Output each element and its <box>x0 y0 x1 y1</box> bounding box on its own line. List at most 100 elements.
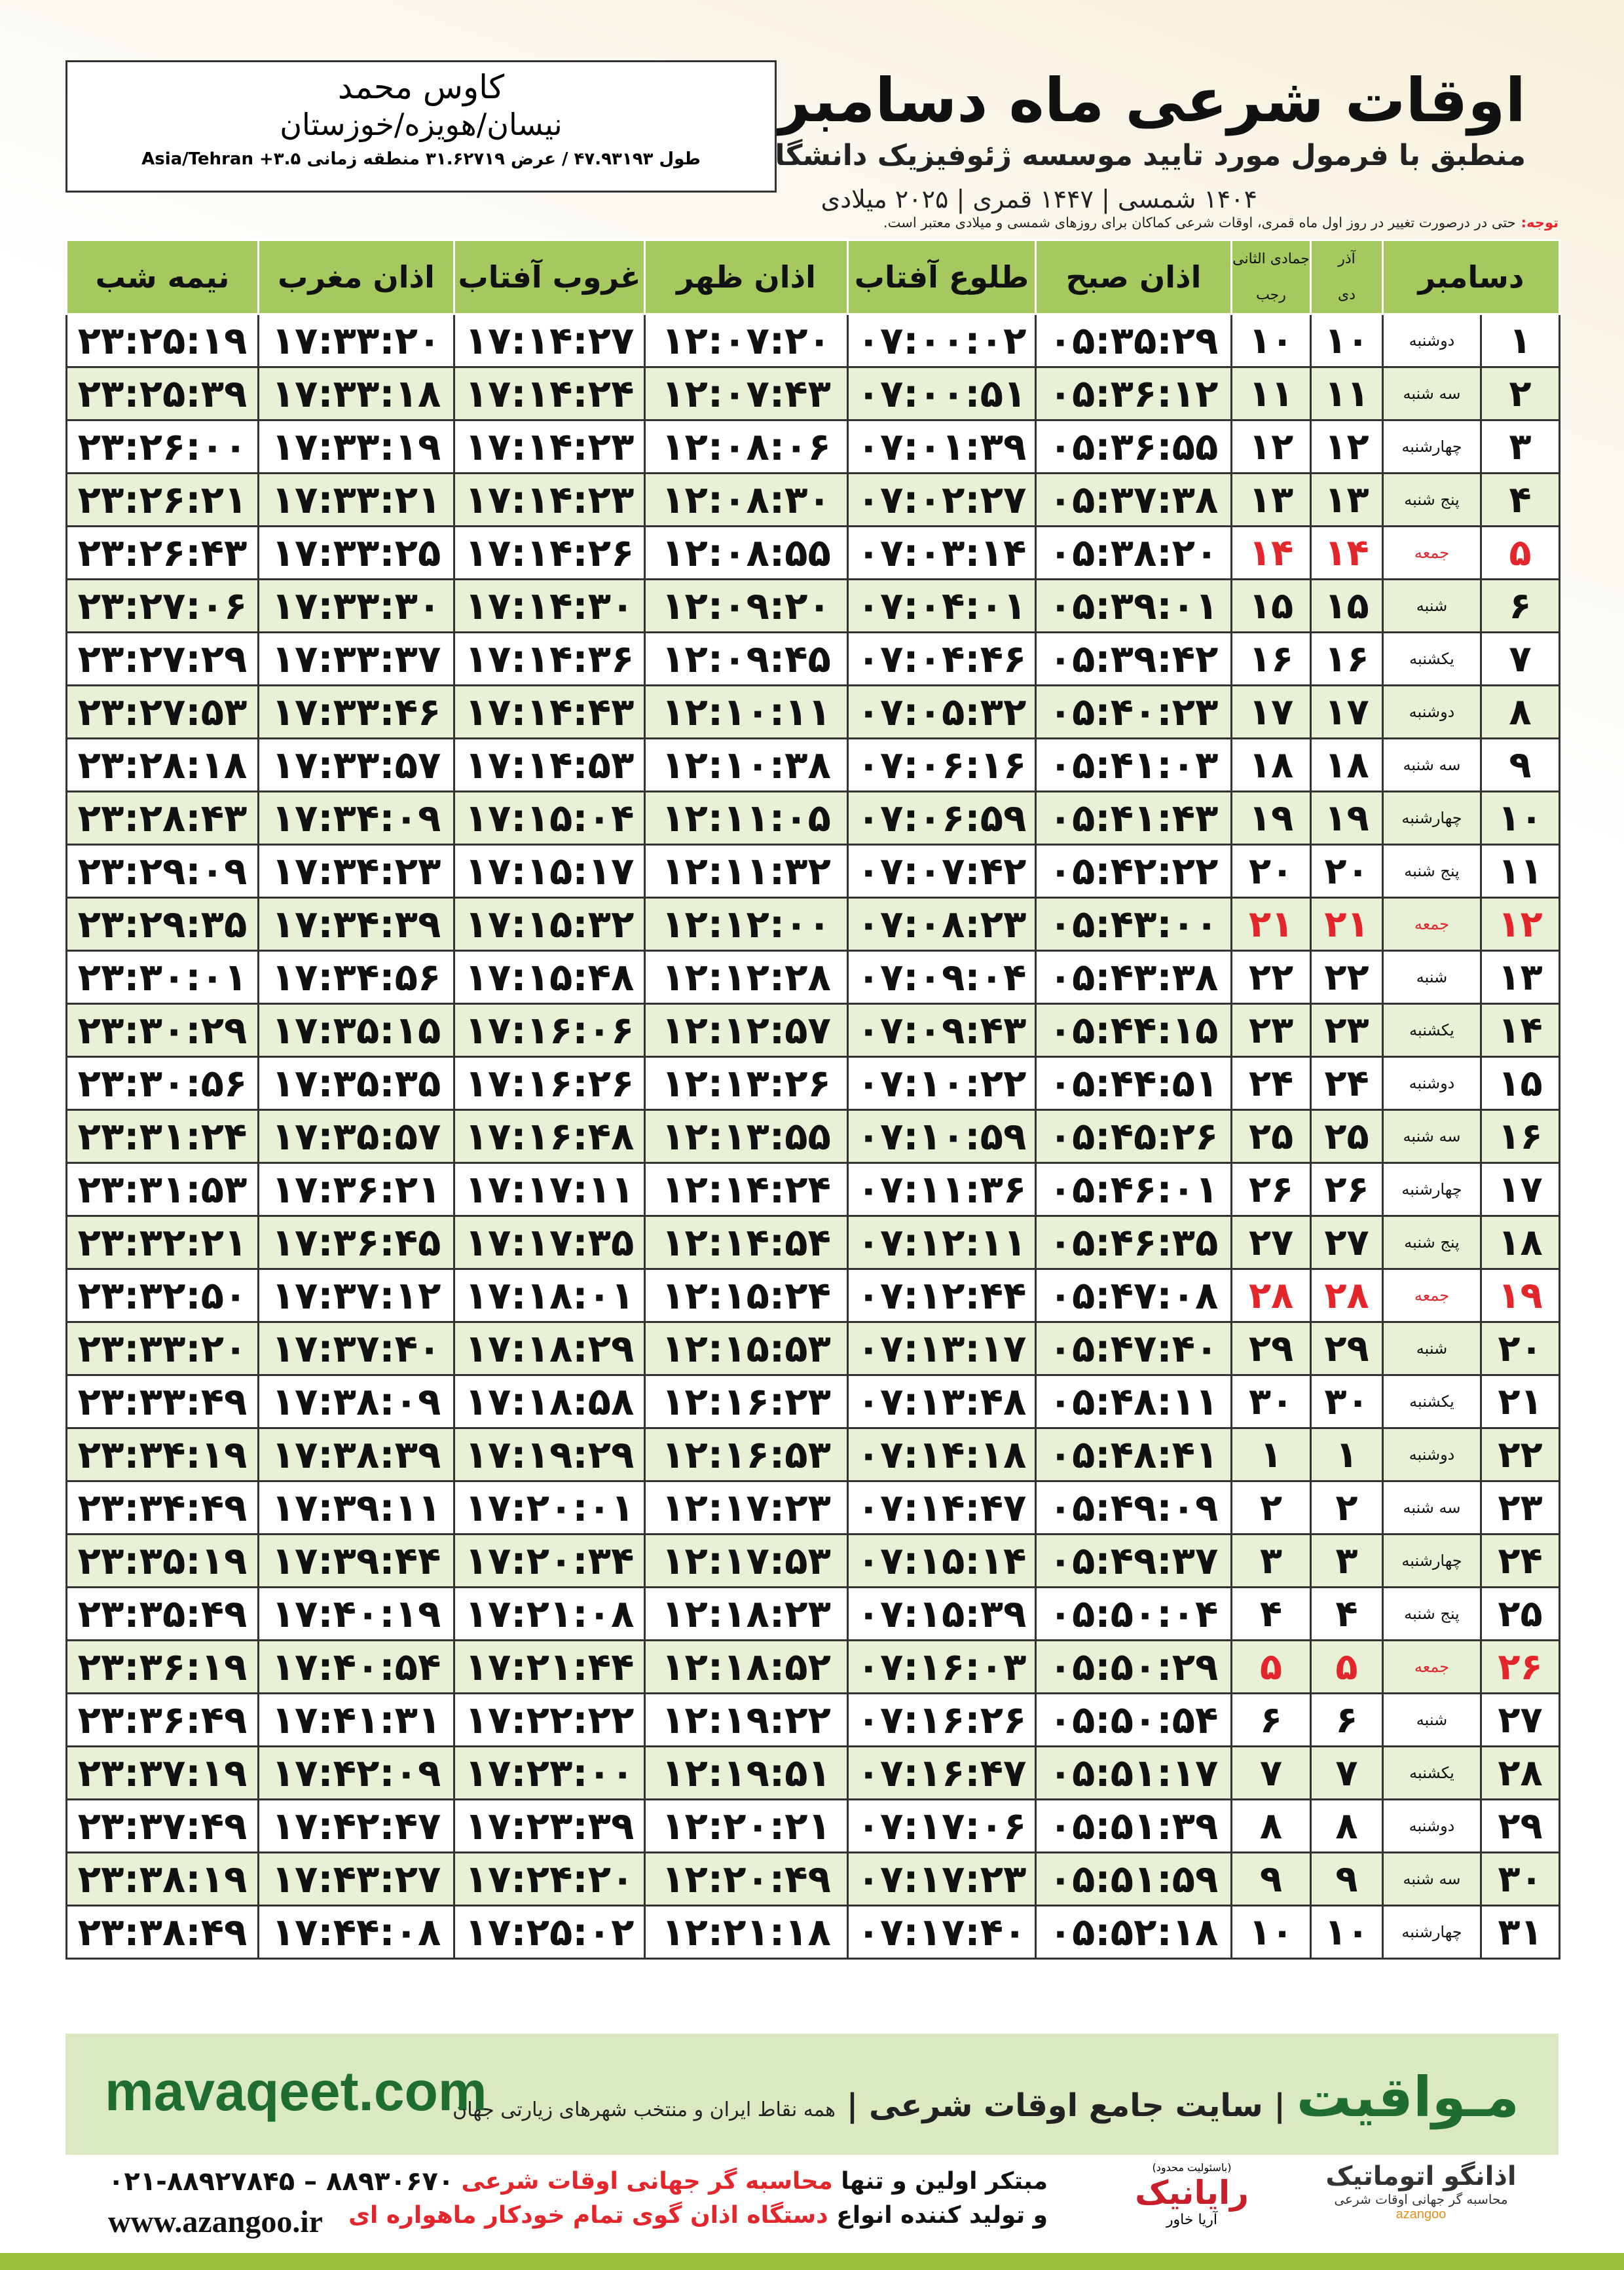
hijri-day: ۸ <box>1230 1798 1312 1853</box>
time: ۲۳:۳۶:۴۹ <box>65 1692 259 1747</box>
weekday: پنج شنبه <box>1382 1586 1482 1641</box>
time: ۱۷:۳۳:۲۵ <box>257 525 455 580</box>
time: ۲۳:۲۷:۵۳ <box>65 684 259 739</box>
time: ۱۷:۴۰:۵۴ <box>257 1639 455 1694</box>
time: ۱۲:۱۰:۳۸ <box>644 737 849 792</box>
time: ۰۷:۰۰:۵۱ <box>847 366 1037 421</box>
time: ۰۷:۱۰:۲۲ <box>847 1056 1037 1111</box>
time: ۱۷:۱۷:۱۱ <box>453 1162 646 1217</box>
hijri-day: ۲۸ <box>1230 1268 1312 1323</box>
table-row: ۲۵ پنج شنبه ۴ ۴ ۰۵:۵۰:۰۴ ۰۷:۱۵:۳۹ ۱۲:۱۸:۲۳ ۱۷:۲… <box>65 1586 1560 1641</box>
hijri-day: ۱۲ <box>1230 419 1312 474</box>
footer-line: مبتکر اولین و تنها محاسبه گر جهانی اوقات… <box>348 2165 1048 2199</box>
time: ۱۷:۳۴:۳۹ <box>257 897 455 952</box>
day: ۲۱ <box>1480 1374 1560 1429</box>
jalali-month: دی <box>1337 287 1356 303</box>
bottom-stripe <box>0 2253 1624 2270</box>
time: ۱۷:۴۳:۲۷ <box>257 1851 455 1907</box>
time: ۰۵:۳۶:۵۵ <box>1035 419 1232 474</box>
table-body: ۱ دوشنبه ۱۰ ۱۰ ۰۵:۳۵:۲۹ ۰۷:۰۰:۰۲ ۱۲:۰۷:۲۰ ۱۷:۱۴… <box>65 313 1560 1960</box>
time: ۱۲:۱۵:۵۳ <box>644 1321 849 1376</box>
jalali-day: ۳۰ <box>1310 1374 1384 1429</box>
day: ۱۲ <box>1480 897 1560 952</box>
weekday: شنبه <box>1382 578 1482 633</box>
time: ۱۲:۰۸:۳۰ <box>644 472 849 527</box>
time: ۰۵:۵۰:۰۴ <box>1035 1586 1232 1641</box>
weekday: دوشنبه <box>1382 1056 1482 1111</box>
hijri-day: ۲۳ <box>1230 1003 1312 1058</box>
time: ۱۷:۱۴:۳۶ <box>453 631 646 686</box>
time: ۲۳:۲۹:۳۵ <box>65 897 259 952</box>
time: ۲۳:۲۷:۰۶ <box>65 578 259 633</box>
time: ۲۳:۳۳:۴۹ <box>65 1374 259 1429</box>
weekday: شنبه <box>1382 1692 1482 1747</box>
time: ۱۷:۱۴:۵۳ <box>453 737 646 792</box>
table-row: ۱۶ سه شنبه ۲۵ ۲۵ ۰۵:۴۵:۲۶ ۰۷:۱۰:۵۹ ۱۲:۱۳:۵۵ ۱۷:… <box>65 1109 1560 1164</box>
slogan: سایت جامع اوقات شرعی <box>868 2087 1263 2124</box>
hijri-day: ۱۸ <box>1230 737 1312 792</box>
weekday: دوشنبه <box>1382 313 1482 368</box>
time: ۲۳:۲۵:۳۹ <box>65 366 259 421</box>
location-box: کاوس محمد نیسان/هویزه/خوزستان طول ۴۷.۹۳۱… <box>65 60 777 193</box>
time: ۲۳:۳۰:۲۹ <box>65 1003 259 1058</box>
time: ۰۷:۱۶:۲۶ <box>847 1692 1037 1747</box>
jalali-day: ۶ <box>1310 1692 1384 1747</box>
brand: مـواقیت <box>1296 2065 1519 2129</box>
table-row: ۳۱ چهارشنبه ۱۰ ۱۰ ۰۵:۵۲:۱۸ ۰۷:۱۷:۴۰ ۱۲:۲۱:۱۸ ۱۷… <box>65 1905 1560 1960</box>
title: اوقات شرعی ماه دسامبر <box>775 65 1526 136</box>
logo-azangoo: اذانگو اتوماتیک محاسبه گر جهانی اوقات شر… <box>1283 2161 1559 2222</box>
time: ۱۷:۱۴:۲۶ <box>453 525 646 580</box>
time: ۱۲:۱۴:۲۴ <box>644 1162 849 1217</box>
time: ۰۵:۴۸:۱۱ <box>1035 1374 1232 1429</box>
time: ۱۲:۱۱:۳۲ <box>644 844 849 899</box>
hijri-day: ۲۵ <box>1230 1109 1312 1164</box>
location-coords: طول ۴۷.۹۳۱۹۳ / عرض ۳۱.۶۲۷۱۹ منطقه زمانی … <box>141 149 701 170</box>
weekday: سه شنبه <box>1382 1480 1482 1535</box>
time: ۰۵:۴۴:۱۵ <box>1035 1003 1232 1058</box>
time: ۰۷:۱۶:۴۷ <box>847 1745 1037 1800</box>
time: ۱۷:۲۳:۳۹ <box>453 1798 646 1853</box>
time: ۱۷:۳۹:۴۴ <box>257 1533 455 1588</box>
hijri-day: ۱۱ <box>1230 366 1312 421</box>
time: ۲۳:۲۶:۴۳ <box>65 525 259 580</box>
day: ۳۰ <box>1480 1851 1560 1907</box>
time: ۲۳:۳۶:۱۹ <box>65 1639 259 1694</box>
time: ۰۷:۰۳:۱۴ <box>847 525 1037 580</box>
time-header: غروب آفتاب <box>453 239 646 315</box>
time: ۰۷:۰۴:۴۶ <box>847 631 1037 686</box>
day: ۲۴ <box>1480 1533 1560 1588</box>
time: ۱۷:۳۳:۴۶ <box>257 684 455 739</box>
time: ۰۷:۱۴:۱۸ <box>847 1427 1037 1482</box>
time: ۱۷:۱۶:۲۶ <box>453 1056 646 1111</box>
time: ۱۷:۱۵:۱۷ <box>453 844 646 899</box>
weekday: چهارشنبه <box>1382 791 1482 846</box>
hijri-day: ۲۷ <box>1230 1215 1312 1270</box>
jalali-day: ۱۲ <box>1310 419 1384 474</box>
time: ۱۷:۴۲:۴۷ <box>257 1798 455 1853</box>
time: ۱۷:۲۰:۰۱ <box>453 1480 646 1535</box>
time: ۰۷:۰۴:۰۱ <box>847 578 1037 633</box>
jalali-day: ۹ <box>1310 1851 1384 1907</box>
jalali-day: ۳ <box>1310 1533 1384 1588</box>
weekday: سه شنبه <box>1382 1851 1482 1907</box>
time: ۱۷:۱۸:۲۹ <box>453 1321 646 1376</box>
logo-latin: azangoo <box>1395 2207 1447 2222</box>
note-label: توجه: <box>1521 215 1559 231</box>
time: ۱۷:۳۷:۴۰ <box>257 1321 455 1376</box>
time: ۲۳:۲۸:۴۳ <box>65 791 259 846</box>
time: ۰۵:۵۰:۲۹ <box>1035 1639 1232 1694</box>
time: ۱۷:۳۵:۳۵ <box>257 1056 455 1111</box>
day: ۲۳ <box>1480 1480 1560 1535</box>
time: ۱۲:۱۳:۲۶ <box>644 1056 849 1111</box>
time: ۱۷:۳۳:۱۸ <box>257 366 455 421</box>
time: ۱۷:۳۳:۲۱ <box>257 472 455 527</box>
banner: mavaqeet.com مـواقیت | سایت جامع اوقات ش… <box>65 2034 1559 2155</box>
jalali-day: ۱۳ <box>1310 472 1384 527</box>
weekday: سه شنبه <box>1382 1109 1482 1164</box>
time: ۱۷:۲۴:۲۰ <box>453 1851 646 1907</box>
time: ۱۷:۲۰:۳۴ <box>453 1533 646 1588</box>
day: ۵ <box>1480 525 1560 580</box>
hijri-day: ۱۷ <box>1230 684 1312 739</box>
note: توجه: حتی در درصورت تغییر در روز اول ماه … <box>65 215 1559 231</box>
time: ۱۷:۳۶:۲۱ <box>257 1162 455 1217</box>
